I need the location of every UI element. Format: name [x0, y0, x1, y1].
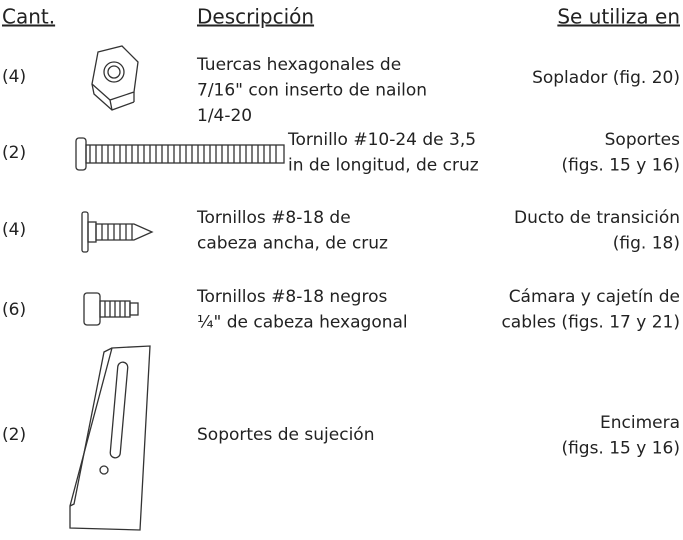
- quantity: (6): [2, 300, 26, 320]
- quantity: (2): [2, 143, 26, 163]
- description-line: Tornillos #8-18 de: [196, 208, 351, 228]
- used-in-line: Soportes: [605, 130, 680, 150]
- used-in-line: (fig. 18): [613, 234, 680, 254]
- description-line: in de longitud, de cruz: [288, 156, 479, 176]
- hex-screw-icon: [83, 292, 139, 326]
- header-description: Descripción: [197, 5, 314, 29]
- quantity: (4): [2, 67, 26, 87]
- used-in-line: Encimera: [600, 413, 680, 433]
- quantity: (2): [2, 425, 26, 445]
- description-line: Soportes de sujeción: [197, 425, 374, 445]
- nut-icon: [91, 45, 139, 111]
- description-line: Tornillos #8-18 negros: [196, 287, 387, 307]
- used-in-line: Cámara y cajetín de: [509, 287, 680, 307]
- header-quantity: Cant.: [2, 5, 55, 29]
- used-in-line: (figs. 15 y 16): [561, 156, 680, 176]
- description-line: cabeza ancha, de cruz: [197, 234, 388, 254]
- used-in-line: cables (figs. 17 y 21): [501, 313, 680, 333]
- quantity: (4): [2, 220, 26, 240]
- description-line: Tornillo #10-24 de 3,5: [287, 130, 476, 150]
- header-used-in: Se utiliza en: [557, 5, 680, 29]
- screw-icon: [75, 137, 285, 171]
- wide-head-screw-icon: [81, 211, 154, 253]
- description-line: Tuercas hexagonales de: [196, 55, 401, 75]
- used-in-line: Ducto de transición: [514, 208, 680, 228]
- description-line: ¼" de cabeza hexagonal: [197, 313, 408, 333]
- description-line: 1/4-20: [197, 106, 252, 126]
- used-in-line: (figs. 15 y 16): [561, 439, 680, 459]
- bracket-icon: [69, 345, 151, 531]
- description-line: 7/16" con inserto de nailon: [197, 81, 427, 101]
- used-in-line: Soplador (fig. 20): [532, 68, 680, 88]
